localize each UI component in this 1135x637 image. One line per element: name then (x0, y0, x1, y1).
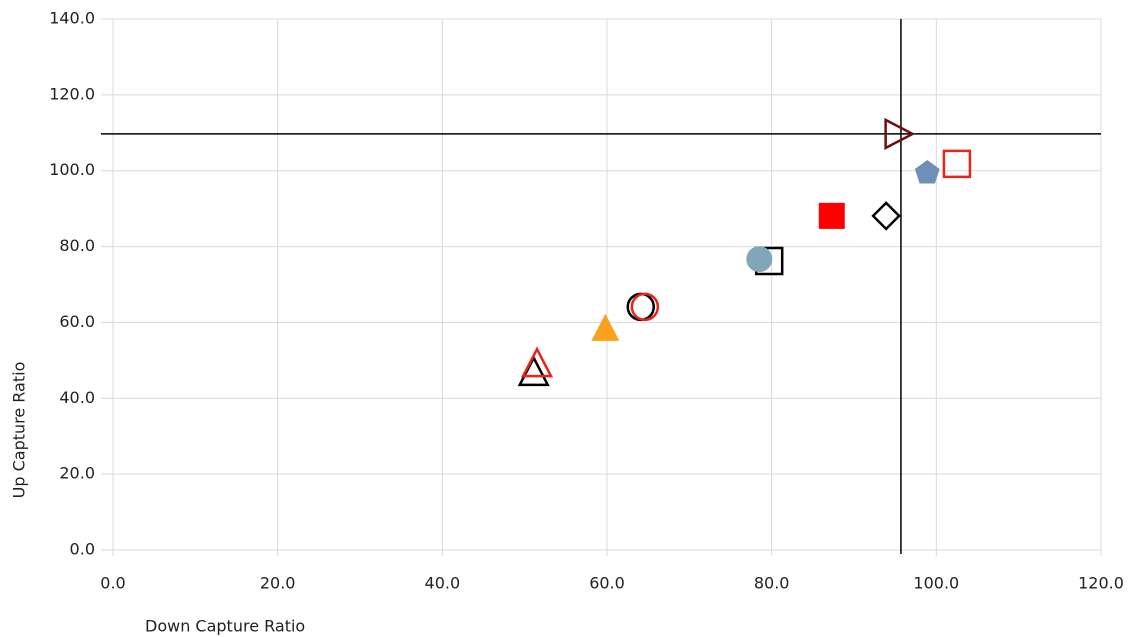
x-tick-label: 0.0 (100, 574, 125, 593)
scatter-point (591, 313, 620, 341)
x-tick-label: 20.0 (260, 574, 296, 593)
scatter-point (884, 117, 916, 150)
y-axis-label: Up Capture Ratio (10, 362, 29, 499)
scatter-point (626, 292, 656, 322)
scatter-point (871, 201, 901, 231)
y-tick-label: 80.0 (59, 236, 95, 255)
y-tick-label: 100.0 (49, 160, 95, 179)
y-tick-label: 60.0 (59, 312, 95, 331)
scatter-point (914, 159, 940, 184)
x-tick-label: 60.0 (589, 574, 625, 593)
y-tick-label: 140.0 (49, 9, 95, 28)
y-tick-label: 120.0 (49, 84, 95, 103)
y-tick-label: 0.0 (70, 540, 95, 559)
scatter-point (942, 149, 972, 179)
x-tick-label: 120.0 (1078, 574, 1124, 593)
scatter-point (746, 246, 773, 273)
y-tick-label: 20.0 (59, 464, 95, 483)
x-tick-label: 100.0 (913, 574, 959, 593)
scatter-point (818, 202, 845, 229)
x-axis-label: Down Capture Ratio (145, 617, 305, 636)
scatter-point (520, 346, 554, 378)
y-tick-label: 40.0 (59, 388, 95, 407)
x-tick-label: 40.0 (425, 574, 461, 593)
x-tick-label: 80.0 (754, 574, 790, 593)
scatter-point (630, 292, 660, 322)
